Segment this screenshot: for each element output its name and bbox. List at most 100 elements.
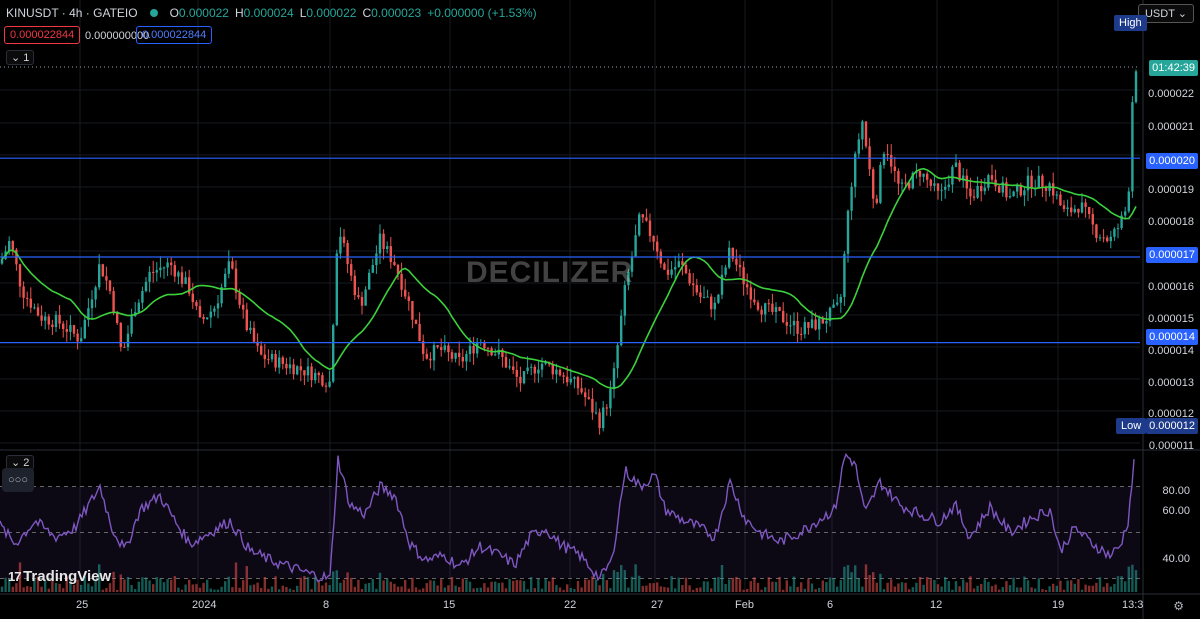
candle-body: [832, 304, 835, 308]
volume-bar: [288, 588, 292, 592]
volume-bar: [407, 588, 410, 592]
candle-body: [314, 372, 317, 381]
volume-bar: [940, 586, 943, 592]
volume-bar: [296, 585, 299, 592]
volume-bar: [900, 582, 904, 592]
candle-body: [789, 325, 792, 327]
volume-bar: [364, 583, 367, 592]
hline-label-14[interactable]: 0.000014: [1146, 329, 1198, 345]
symbol-label[interactable]: KINUSDT · 4h · GATEIO: [6, 6, 138, 20]
currency-label: USDT: [1144, 8, 1175, 20]
candle-body: [155, 270, 158, 273]
volume-bar: [1044, 589, 1048, 592]
volume-bar: [1012, 577, 1015, 592]
candle-body: [681, 261, 684, 265]
candle-body: [440, 347, 443, 350]
candle-body: [972, 196, 976, 198]
volume-bar: [501, 582, 504, 592]
candle-body: [371, 265, 374, 273]
hline-label-17[interactable]: 0.000017: [1146, 247, 1198, 263]
candle-body: [1070, 207, 1073, 213]
volume-bar: [850, 572, 853, 592]
candle-body: [1037, 175, 1040, 189]
volume-bar: [4, 577, 7, 592]
candle-body: [540, 363, 544, 370]
candle-body: [1109, 236, 1112, 242]
volume-bar: [162, 582, 166, 592]
candle-body: [36, 307, 40, 316]
more-options-button[interactable]: ○○○: [2, 468, 34, 492]
candle-body: [641, 214, 644, 218]
candle-body: [11, 241, 14, 250]
pane1-collapse-toggle[interactable]: ⌄ 1: [6, 50, 35, 65]
candle-body: [69, 325, 72, 332]
candle-body: [911, 172, 914, 189]
volume-bar: [944, 577, 947, 592]
price-tick: 0.000019: [1148, 184, 1194, 196]
volume-bar: [94, 580, 97, 592]
time-tick: 6: [827, 599, 834, 611]
volume-bar: [1062, 589, 1066, 592]
sell-button[interactable]: 0.000022844: [4, 26, 81, 44]
candle-body: [152, 271, 155, 273]
volume-bar: [530, 577, 533, 592]
candle-body: [1127, 191, 1130, 212]
volume-bar: [616, 571, 619, 592]
volume-bar: [443, 587, 446, 592]
volume-bar: [252, 584, 256, 592]
volume-bar: [512, 580, 515, 592]
volume-bar: [605, 580, 608, 592]
buy-button[interactable]: 0.000022844: [136, 26, 213, 44]
volume-bar: [360, 589, 364, 592]
volume-bar: [987, 581, 990, 592]
candle-body: [8, 241, 11, 252]
candle-body: [605, 407, 608, 409]
candle-body: [587, 397, 590, 399]
volume-bar: [706, 581, 709, 592]
candle-body: [882, 153, 886, 166]
hline-label-20[interactable]: 0.000020: [1146, 153, 1198, 169]
pane1-toggle-label: 1: [23, 52, 30, 64]
volume-bar: [890, 579, 893, 592]
volume-bar: [490, 581, 493, 592]
volume-bar: [1034, 588, 1037, 592]
volume-bar: [962, 579, 965, 592]
volume-bar: [310, 589, 313, 592]
volume-bar: [425, 583, 428, 592]
candle-body: [321, 375, 324, 386]
volume-bar: [1041, 589, 1044, 592]
volume-bar: [224, 581, 227, 592]
candle-body: [224, 273, 227, 288]
volume-bar: [951, 589, 954, 592]
volume-bar: [216, 589, 220, 592]
candle-body: [688, 273, 691, 284]
candle-body: [126, 333, 130, 347]
candle-body: [296, 366, 299, 375]
volume-bar: [965, 582, 968, 592]
candle-body: [854, 153, 857, 187]
candle-body: [1073, 208, 1076, 213]
volume-bar: [918, 576, 922, 592]
volume-bar: [278, 589, 281, 592]
volume-bar: [868, 575, 871, 592]
volume-bar: [504, 588, 508, 592]
settings-gear-icon[interactable]: ⚙: [1173, 599, 1184, 613]
volume-bar: [479, 587, 482, 592]
volume-bar: [983, 579, 986, 592]
currency-select[interactable]: USDT ⌄: [1137, 4, 1194, 23]
candle-body: [360, 296, 364, 306]
volume-bar: [908, 589, 911, 592]
volume-bar: [105, 587, 108, 592]
volume-bar: [98, 564, 101, 592]
candle-body: [828, 307, 832, 321]
time-tick: 19: [1052, 599, 1065, 611]
volume-bar: [562, 589, 565, 592]
candle-body: [1030, 175, 1033, 189]
volume-bar: [447, 585, 450, 592]
candle-body: [792, 320, 796, 326]
volume-bar: [368, 583, 371, 592]
candle-body: [576, 377, 580, 389]
volume-bar: [238, 587, 241, 592]
volume-bar: [303, 576, 306, 592]
